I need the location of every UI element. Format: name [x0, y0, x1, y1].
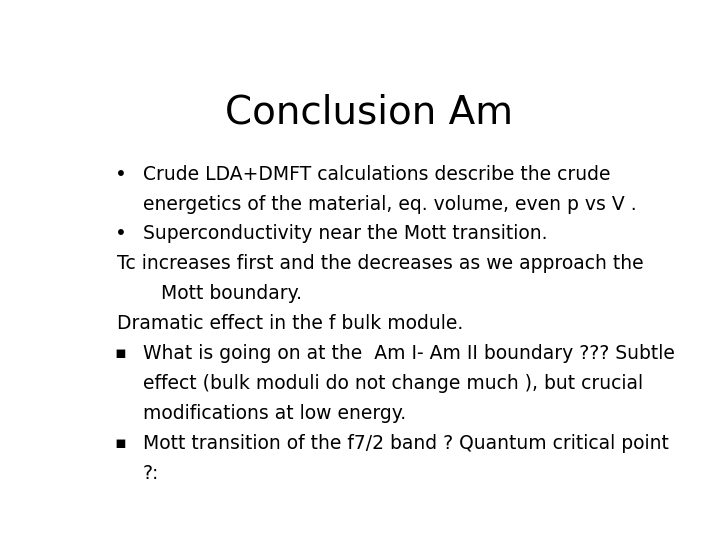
- Text: ?:: ?:: [143, 464, 159, 483]
- Text: •: •: [114, 165, 127, 184]
- Text: What is going on at the  Am I- Am II boundary ??? Subtle: What is going on at the Am I- Am II boun…: [143, 344, 675, 363]
- Text: Mott transition of the f7/2 band ? Quantum critical point: Mott transition of the f7/2 band ? Quant…: [143, 434, 669, 453]
- Text: modifications at low energy.: modifications at low energy.: [143, 404, 406, 423]
- Text: ▪: ▪: [114, 434, 127, 452]
- Text: Tc increases first and the decreases as we approach the: Tc increases first and the decreases as …: [117, 254, 644, 273]
- Text: Mott boundary.: Mott boundary.: [143, 285, 302, 303]
- Text: Conclusion Am: Conclusion Am: [225, 94, 513, 132]
- Text: Dramatic effect in the f bulk module.: Dramatic effect in the f bulk module.: [117, 314, 463, 333]
- Text: Crude LDA+DMFT calculations describe the crude: Crude LDA+DMFT calculations describe the…: [143, 165, 611, 184]
- Text: effect (bulk moduli do not change much ), but crucial: effect (bulk moduli do not change much )…: [143, 374, 643, 393]
- Text: •: •: [114, 225, 127, 244]
- Text: Superconductivity near the Mott transition.: Superconductivity near the Mott transiti…: [143, 225, 547, 244]
- Text: energetics of the material, eq. volume, even p vs V .: energetics of the material, eq. volume, …: [143, 194, 636, 213]
- Text: ▪: ▪: [114, 344, 127, 362]
